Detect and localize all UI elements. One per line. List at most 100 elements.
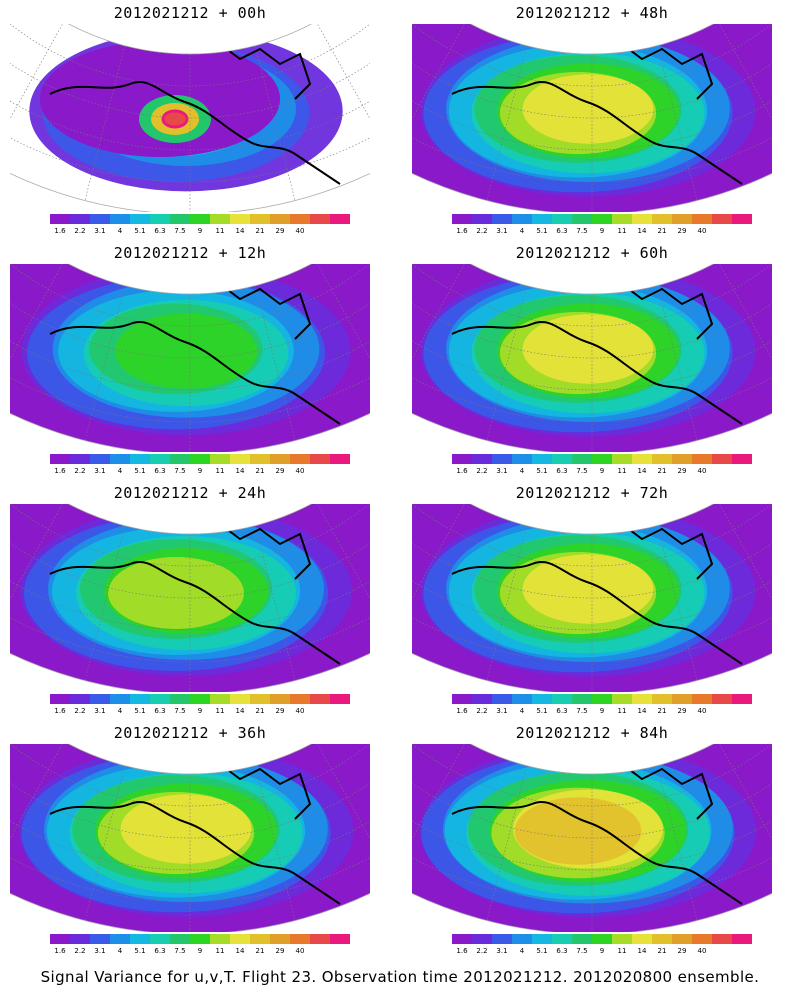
colorbar-swatch xyxy=(190,934,210,944)
colorbar-tick-label: 29 xyxy=(677,227,687,235)
colorbar-tick-label: 3.1 xyxy=(496,707,508,715)
colorbar-swatch xyxy=(632,454,652,464)
colorbar-tick-label: 7.5 xyxy=(576,707,588,715)
colorbar-tick-label: 1.6 xyxy=(456,227,468,235)
panel-title: 2012021212 + 00h xyxy=(113,4,267,22)
colorbar-tick-label: 4 xyxy=(117,707,123,715)
colorbar-swatch xyxy=(452,694,472,704)
colorbar-tick-label: 11 xyxy=(215,227,225,235)
colorbar-swatch xyxy=(330,214,350,224)
colorbar-tick-label: 9 xyxy=(599,947,605,955)
colorbar-swatch xyxy=(110,454,130,464)
colorbar-swatch xyxy=(672,214,692,224)
colorbar-ticks: 1.6 2.2 3.1 4 5.1 6.3 7.5 9 11 14 21 29 40 xyxy=(50,227,350,237)
colorbar-swatch xyxy=(552,934,572,944)
colorbar-tick-label: 9 xyxy=(197,947,203,955)
colorbar-swatch xyxy=(230,934,250,944)
colorbar-tick-label: 5.1 xyxy=(536,707,548,715)
colorbar-swatch xyxy=(110,934,130,944)
colorbar-swatch xyxy=(492,694,512,704)
colorbar-tick-label: 11 xyxy=(215,947,225,955)
colorbar-swatch xyxy=(70,214,90,224)
colorbar-swatch xyxy=(552,694,572,704)
colorbar-tick-label: 40 xyxy=(295,227,305,235)
colorbar-swatch xyxy=(130,214,150,224)
colorbar-tick-label: 1.6 xyxy=(456,467,468,475)
colorbar-tick-label: 1.6 xyxy=(54,947,66,955)
colorbar-tick-label: 9 xyxy=(599,707,605,715)
colorbar-swatch xyxy=(210,934,230,944)
forecast-panel: 2012021212 + 36h 1.6 2.2 3.1 4 5.1 6.3 7.5 9 11 14… xyxy=(0,722,380,962)
colorbar-tick-label: 14 xyxy=(637,947,647,955)
variance-map xyxy=(412,24,772,212)
colorbar-swatch xyxy=(712,694,732,704)
colorbar xyxy=(452,214,752,224)
colorbar-tick-label: 40 xyxy=(697,947,707,955)
colorbar-tick-label: 6.3 xyxy=(556,227,568,235)
colorbar xyxy=(50,214,350,224)
colorbar-tick-label: 7.5 xyxy=(576,227,588,235)
colorbar-tick-label: 6.3 xyxy=(154,707,166,715)
colorbar-tick-label: 9 xyxy=(197,467,203,475)
colorbar-swatch xyxy=(632,694,652,704)
colorbar-swatch xyxy=(130,454,150,464)
colorbar-swatch xyxy=(90,214,110,224)
forecast-panel: 2012021212 + 00h 1.6 2.2 3.1 4 5.1 6.3 7.5 9 11 14… xyxy=(0,2,380,242)
colorbar-tick-label: 5.1 xyxy=(134,227,146,235)
colorbar-tick-label: 40 xyxy=(295,947,305,955)
colorbar-swatch xyxy=(612,214,632,224)
colorbar-swatch xyxy=(592,694,612,704)
colorbar-ticks: 1.6 2.2 3.1 4 5.1 6.3 7.5 9 11 14 21 29 40 xyxy=(452,467,752,477)
colorbar-swatch xyxy=(250,934,270,944)
colorbar-swatch xyxy=(472,454,492,464)
colorbar-swatch xyxy=(452,934,472,944)
colorbar-tick-label: 6.3 xyxy=(556,467,568,475)
colorbar-tick-label: 14 xyxy=(235,227,245,235)
colorbar-swatch xyxy=(692,694,712,704)
colorbar-swatch xyxy=(310,934,330,944)
colorbar-tick-label: 2.2 xyxy=(74,467,86,475)
colorbar-tick-label: 40 xyxy=(697,227,707,235)
colorbar-swatch xyxy=(472,694,492,704)
colorbar-swatch xyxy=(290,694,310,704)
colorbar-swatch xyxy=(230,694,250,704)
colorbar-tick-label: 1.6 xyxy=(54,467,66,475)
colorbar-ticks: 1.6 2.2 3.1 4 5.1 6.3 7.5 9 11 14 21 29 40 xyxy=(452,227,752,237)
colorbar-swatch xyxy=(170,694,190,704)
colorbar-tick-label: 14 xyxy=(637,707,647,715)
colorbar-tick-label: 14 xyxy=(235,707,245,715)
colorbar-tick-label: 40 xyxy=(295,467,305,475)
colorbar-tick-label: 5.1 xyxy=(134,467,146,475)
colorbar xyxy=(50,934,350,944)
colorbar-swatch xyxy=(210,454,230,464)
colorbar-tick-label: 40 xyxy=(697,467,707,475)
colorbar-tick-label: 6.3 xyxy=(154,227,166,235)
colorbar-tick-label: 29 xyxy=(677,707,687,715)
forecast-panel: 2012021212 + 24h 1.6 2.2 3.1 4 5.1 6.3 7.5 9 11 14… xyxy=(0,482,380,722)
colorbar-swatch xyxy=(492,934,512,944)
colorbar-swatch xyxy=(512,694,532,704)
colorbar-swatch xyxy=(90,454,110,464)
colorbar-tick-label: 6.3 xyxy=(154,467,166,475)
colorbar-tick-label: 4 xyxy=(519,467,525,475)
colorbar-ticks: 1.6 2.2 3.1 4 5.1 6.3 7.5 9 11 14 21 29 40 xyxy=(50,467,350,477)
colorbar-swatch xyxy=(552,214,572,224)
colorbar-tick-label: 29 xyxy=(677,947,687,955)
colorbar xyxy=(452,694,752,704)
panel-title: 2012021212 + 72h xyxy=(515,484,669,502)
colorbar-tick-label: 21 xyxy=(657,947,667,955)
colorbar-swatch xyxy=(512,214,532,224)
colorbar-swatch xyxy=(50,694,70,704)
forecast-panel: 2012021212 + 72h 1.6 2.2 3.1 4 5.1 6.3 7.5 9 11 14… xyxy=(402,482,782,722)
colorbar-swatch xyxy=(692,214,712,224)
colorbar-swatch xyxy=(572,694,592,704)
colorbar-swatch xyxy=(270,934,290,944)
colorbar-swatch xyxy=(270,694,290,704)
colorbar-tick-label: 3.1 xyxy=(94,467,106,475)
colorbar-swatch xyxy=(250,214,270,224)
colorbar-swatch xyxy=(90,694,110,704)
colorbar-tick-label: 4 xyxy=(519,947,525,955)
colorbar-swatch xyxy=(310,214,330,224)
colorbar-swatch xyxy=(732,934,752,944)
colorbar-swatch xyxy=(150,454,170,464)
